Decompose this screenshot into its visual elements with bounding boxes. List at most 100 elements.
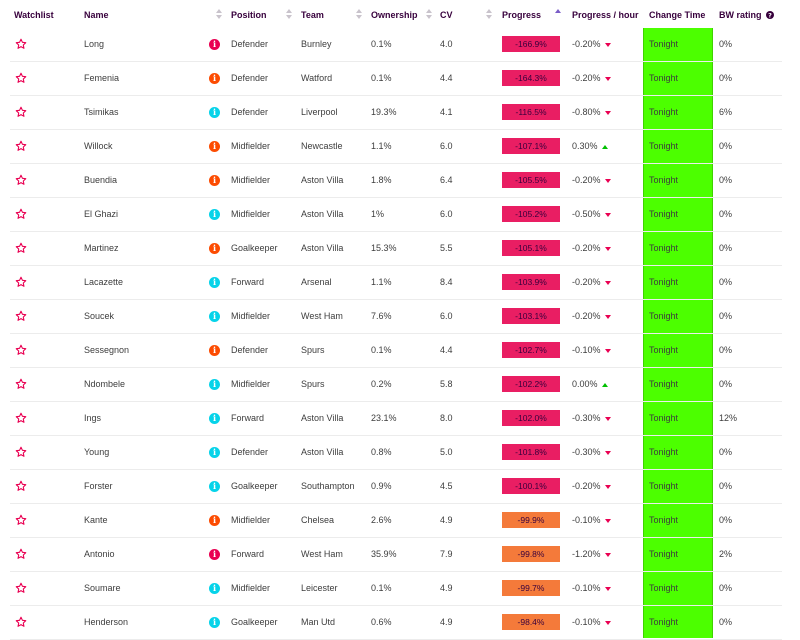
player-info-icon[interactable]: i [209,379,220,390]
player-name[interactable]: Forster [84,481,113,491]
player-name[interactable]: Buendia [84,175,118,185]
player-name[interactable]: El Ghazi [84,209,119,219]
player-name[interactable]: Long [84,39,105,49]
table-row[interactable]: El Ghazi i Midfielder Aston Villa 1% 6.0 -105.… [10,198,782,232]
table-row[interactable]: Ndombele i Midfielder Spurs 0.2% 5.8 -102.2% 0.… [10,368,782,402]
player-info-icon[interactable]: i [209,617,220,628]
player-name[interactable]: Soucek [84,311,115,321]
table-row[interactable]: Soumare i Midfielder Leicester 0.1% 4.9 -99.7%… [10,572,782,606]
player-info-icon[interactable]: i [209,583,220,594]
player-info-icon[interactable]: i [209,73,220,84]
watchlist-star-icon[interactable] [15,412,27,424]
table-row[interactable]: Sessegnon i Defender Spurs 0.1% 4.4 -102.7% -0.… [10,334,782,368]
player-name[interactable]: Lacazette [84,277,124,287]
change-time: Tonight [649,277,679,287]
table-row[interactable]: Soucek i Midfielder West Ham 7.6% 6.0 -103.1% -… [10,300,782,334]
player-name[interactable]: Ndombele [84,379,126,389]
table-row[interactable]: Lacazette i Forward Arsenal 1.1% 8.4 -103.9% -0… [10,266,782,300]
player-info-icon[interactable]: i [209,175,220,186]
player-info-icon[interactable]: i [209,243,220,254]
player-info-icon[interactable]: i [209,481,220,492]
player-name[interactable]: Kante [84,515,108,525]
table-row[interactable]: Femenia i Defender Watford 0.1% 4.4 -164.3% -0.… [10,62,782,96]
player-name[interactable]: Ings [84,413,102,423]
table-row[interactable]: Ings i Forward Aston Villa 23.1% 8.0 -102.0% -0… [10,402,782,436]
watchlist-star-icon[interactable] [15,106,27,118]
player-info-icon[interactable]: i [209,277,220,288]
watchlist-star-icon[interactable] [15,140,27,152]
watchlist-star-icon[interactable] [15,310,27,322]
player-info-icon[interactable]: i [209,345,220,356]
sort-icon[interactable] [426,9,432,19]
bw-rating: 0% [719,175,733,185]
header-ownership[interactable]: Ownership [371,10,418,20]
player-name[interactable]: Femenia [84,73,120,83]
player-name[interactable]: Young [84,447,110,457]
header-watchlist[interactable]: Watchlist [14,10,54,20]
player-info-icon[interactable]: i [209,39,220,50]
sort-icon[interactable] [216,9,222,19]
player-name[interactable]: Tsimikas [84,107,119,117]
player-name[interactable]: Martinez [84,243,119,253]
player-info-icon[interactable]: i [209,107,220,118]
player-ownership: 23.1% [371,413,397,423]
player-cv: 5.0 [440,447,453,457]
player-name[interactable]: Henderson [84,617,129,627]
progress-badge: -102.2% [502,376,560,392]
watchlist-star-icon[interactable] [15,276,27,288]
sort-icon[interactable] [486,9,492,19]
header-team[interactable]: Team [301,10,324,20]
watchlist-star-icon[interactable] [15,548,27,560]
watchlist-star-icon[interactable] [15,514,27,526]
watchlist-star-icon[interactable] [15,344,27,356]
player-name[interactable]: Willock [84,141,113,151]
watchlist-star-icon[interactable] [15,378,27,390]
player-name[interactable]: Sessegnon [84,345,130,355]
change-time: Tonight [649,583,679,593]
header-name[interactable]: Name [84,10,109,20]
watchlist-star-icon[interactable] [15,208,27,220]
sort-ascending-icon[interactable] [555,9,561,19]
table-row[interactable]: Kante i Midfielder Chelsea 2.6% 4.9 -99.9% -0.1… [10,504,782,538]
player-info-icon[interactable]: i [209,311,220,322]
player-cv: 4.9 [440,617,453,627]
table-row[interactable]: Henderson i Goalkeeper Man Utd 0.6% 4.9 -98.4%… [10,606,782,640]
table-row[interactable]: Buendia i Midfielder Aston Villa 1.8% 6.4 -105… [10,164,782,198]
table-row[interactable]: Tsimikas i Defender Liverpool 19.3% 4.1 -116.5… [10,96,782,130]
header-progress[interactable]: Progress [502,10,542,20]
table-row[interactable]: Long i Defender Burnley 0.1% 4.0 -166.9% -0.20%… [10,28,782,62]
watchlist-star-icon[interactable] [15,446,27,458]
player-name[interactable]: Soumare [84,583,121,593]
watchlist-star-icon[interactable] [15,582,27,594]
header-cv[interactable]: CV [440,10,453,20]
player-info-icon[interactable]: i [209,209,220,220]
watchlist-star-icon[interactable] [15,174,27,186]
player-info-icon[interactable]: i [209,515,220,526]
watchlist-star-icon[interactable] [15,480,27,492]
header-change-time[interactable]: Change Time [649,10,706,20]
table-row[interactable]: Martinez i Goalkeeper Aston Villa 15.3% 5.5 -1… [10,232,782,266]
header-bw-rating-label: BW rating [719,10,762,20]
header-position[interactable]: Position [231,10,267,20]
player-info-icon[interactable]: i [209,447,220,458]
player-info-icon[interactable]: i [209,141,220,152]
help-icon[interactable]: ? [766,11,775,20]
watchlist-star-icon[interactable] [15,38,27,50]
header-progress-hour[interactable]: Progress / hour [572,10,639,20]
sort-icon[interactable] [356,9,362,19]
player-info-icon[interactable]: i [209,549,220,560]
watchlist-star-icon[interactable] [15,242,27,254]
header-bw-rating[interactable]: BW rating ? [719,0,775,28]
player-info-icon[interactable]: i [209,413,220,424]
table-row[interactable]: Antonio i Forward West Ham 35.9% 7.9 -99.8% -1.… [10,538,782,572]
table-row[interactable]: Young i Defender Aston Villa 0.8% 5.0 -101.8% -… [10,436,782,470]
player-ownership: 2.6% [371,515,392,525]
watchlist-star-icon[interactable] [15,72,27,84]
player-position: Goalkeeper [231,481,278,491]
player-name[interactable]: Antonio [84,549,115,559]
table-row[interactable]: Willock i Midfielder Newcastle 1.1% 6.0 -107.1… [10,130,782,164]
player-cv: 5.5 [440,243,453,253]
table-row[interactable]: Forster i Goalkeeper Southampton 0.9% 4.5 -100… [10,470,782,504]
sort-icon[interactable] [286,9,292,19]
watchlist-star-icon[interactable] [15,616,27,628]
